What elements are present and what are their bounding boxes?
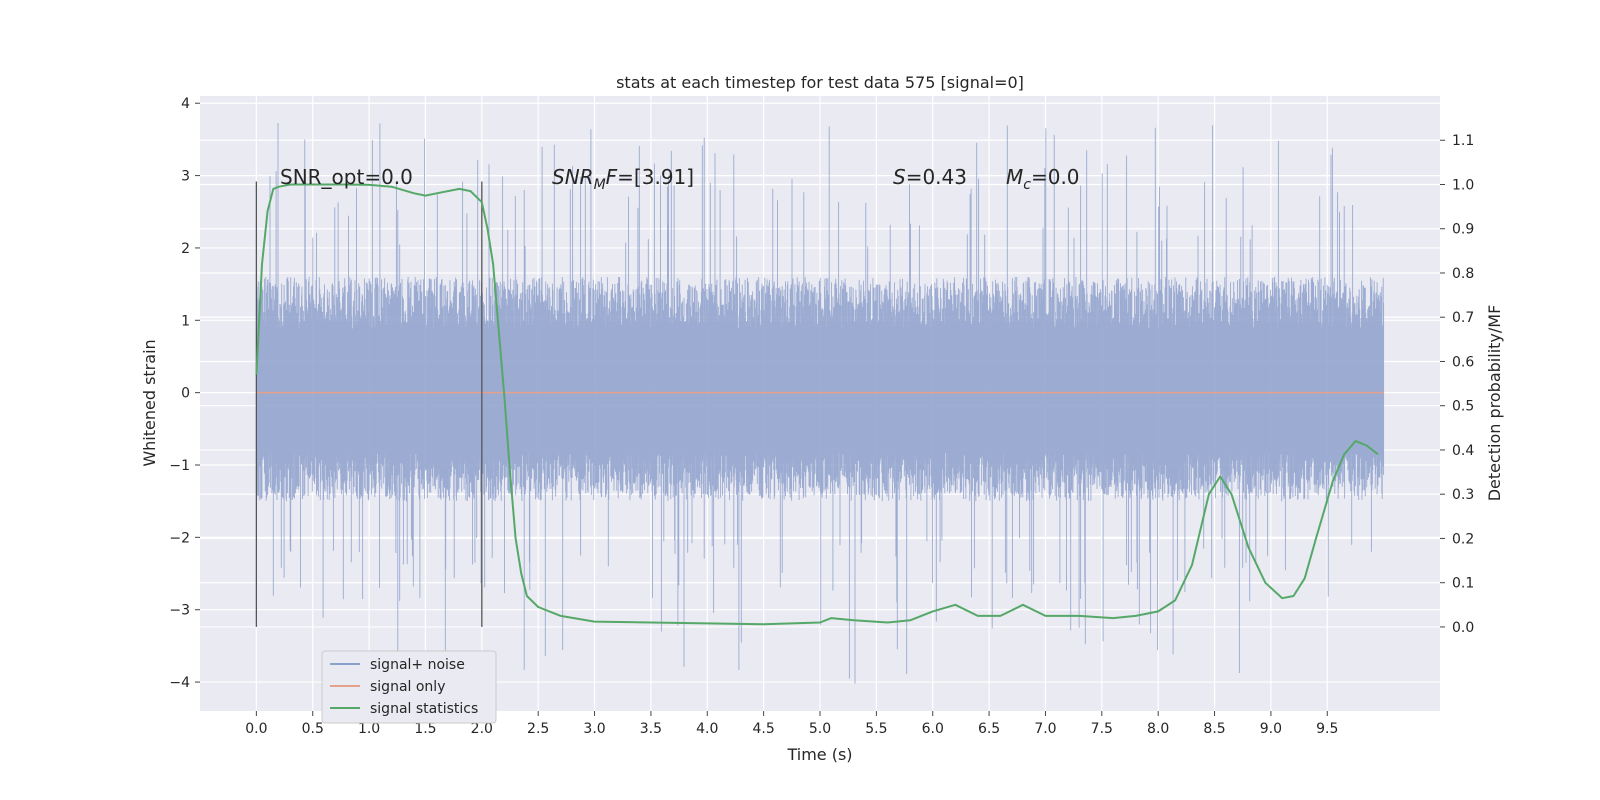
x-tick-label: 2.5 xyxy=(527,721,549,737)
x-tick-label: 3.5 xyxy=(640,721,662,737)
series-signal-statistics xyxy=(255,183,1379,626)
legend-label-signal: signal only xyxy=(370,679,445,695)
annotation-snr-mf-base: SNR xyxy=(552,165,594,189)
legend-box xyxy=(321,650,497,724)
x-tick-label: 9.5 xyxy=(1316,721,1338,737)
legend-label-stat: signal statistics xyxy=(370,701,478,717)
annotation-s-rest: =0.43 xyxy=(906,165,967,189)
x-tick-label: 1.0 xyxy=(358,721,380,737)
y2-tick-label: 0.2 xyxy=(1452,531,1474,547)
y2-tick-label: 0.5 xyxy=(1452,399,1474,415)
y2-tick-label: 0.4 xyxy=(1452,443,1474,459)
x-tick-label: 8.0 xyxy=(1147,721,1169,737)
annotations: SNR_opt=0.0 SNRMF=[3.91] S=0.43 Mc=0.0 xyxy=(280,165,1080,193)
legend-label-noise: signal+ noise xyxy=(370,657,465,673)
annotation-snr-mf: SNRMF=[3.91] xyxy=(552,165,694,193)
annotation-mc-rest: =0.0 xyxy=(1031,165,1080,189)
x-tick-label: 7.0 xyxy=(1034,721,1056,737)
x-tick-label: 7.5 xyxy=(1091,721,1113,737)
x-tick-label: 0.5 xyxy=(302,721,324,737)
annotation-mc-base: M xyxy=(1006,165,1023,189)
x-tick-label: 4.5 xyxy=(753,721,775,737)
y-tick-label: 2 xyxy=(181,241,190,257)
x-tick-label: 1.5 xyxy=(414,721,436,737)
y2-tick-label: 0.3 xyxy=(1452,487,1474,503)
y2-tick-label: 0.7 xyxy=(1452,310,1474,326)
y-tick-label: 3 xyxy=(181,169,190,185)
y-axis-ticks: −4 −3 −2 −1 0 1 2 3 4 xyxy=(169,96,200,691)
y2-tick-label: 0.9 xyxy=(1452,222,1474,238)
y-tick-label: 1 xyxy=(181,313,190,329)
x-tick-label: 6.0 xyxy=(922,721,944,737)
y2-axis-label: Detection probability/MF xyxy=(1485,305,1504,502)
y2-tick-label: 0.1 xyxy=(1452,576,1474,592)
x-tick-label: 4.0 xyxy=(696,721,718,737)
x-tick-label: 6.5 xyxy=(978,721,1000,737)
annotation-mc-sub: c xyxy=(1023,177,1031,193)
y-tick-label: 0 xyxy=(181,386,190,402)
chart-title: stats at each timestep for test data 575… xyxy=(616,73,1024,92)
x-tick-label: 0.0 xyxy=(245,721,267,737)
annotation-snr-mf-sub: M xyxy=(594,177,606,193)
y-axis-label: Whitened strain xyxy=(140,339,159,466)
y-tick-label: −1 xyxy=(169,458,190,474)
y2-tick-label: 1.1 xyxy=(1452,133,1474,149)
x-axis-ticks: 0.0 0.5 1.0 1.5 2.0 2.5 3.0 3.5 4.0 4.5 5.0 5.5 6.0 6… xyxy=(245,711,1338,737)
annotation-s: S=0.43 xyxy=(893,165,967,189)
y-tick-label: 4 xyxy=(181,96,190,112)
annotation-snr-mf-f: F xyxy=(606,165,618,189)
y-tick-label: −2 xyxy=(169,530,190,546)
y2-axis-ticks: 0.0 0.1 0.2 0.3 0.4 0.5 0.6 0.7 0.8 0.9 1.0 1.1 xyxy=(1440,133,1474,636)
legend: signal+ noise signal only signal statist… xyxy=(321,650,497,724)
x-tick-label: 9.0 xyxy=(1260,721,1282,737)
annotation-snr-opt: SNR_opt=0.0 xyxy=(280,165,413,189)
y2-tick-label: 0.0 xyxy=(1452,620,1474,636)
annotation-mc: Mc=0.0 xyxy=(1006,165,1080,193)
vertical-markers xyxy=(255,181,483,627)
y-tick-label: −4 xyxy=(169,675,190,691)
annotation-snr-mf-rest: =[3.91] xyxy=(617,165,694,189)
x-tick-label: 8.5 xyxy=(1203,721,1225,737)
x-tick-label: 3.0 xyxy=(583,721,605,737)
annotation-s-base: S xyxy=(893,165,906,189)
x-tick-label: 5.5 xyxy=(865,721,887,737)
y2-tick-label: 1.0 xyxy=(1452,177,1474,193)
x-tick-label: 5.0 xyxy=(809,721,831,737)
y-tick-label: −3 xyxy=(169,603,190,619)
y2-tick-label: 0.6 xyxy=(1452,354,1474,370)
y2-tick-label: 0.8 xyxy=(1452,266,1474,282)
signal-statistics-line xyxy=(255,183,1379,626)
x-axis-label: Time (s) xyxy=(786,745,852,764)
x-tick-label: 2.0 xyxy=(471,721,493,737)
